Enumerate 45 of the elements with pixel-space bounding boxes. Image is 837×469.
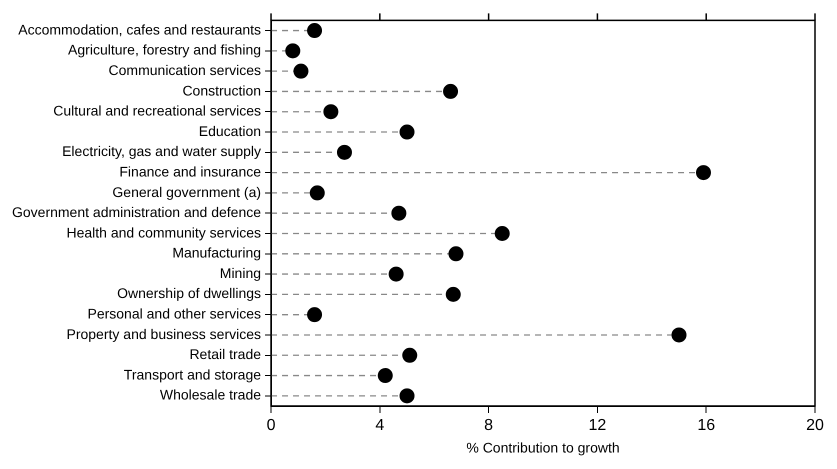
point: [388, 266, 404, 282]
point: [378, 368, 393, 384]
point: [307, 307, 322, 322]
x-tick-label: 16: [697, 417, 716, 434]
y-tick-label: Retail trade: [189, 346, 262, 362]
point: [293, 64, 308, 79]
y-tick-label: Health and community services: [66, 224, 262, 240]
x-axis-title: % Contribution to growth: [466, 439, 620, 456]
point: [310, 185, 325, 200]
point: [494, 226, 510, 241]
point: [443, 84, 458, 99]
point: [446, 286, 461, 302]
y-tick-label: Wholesale trade: [160, 386, 262, 403]
y-tick-label: Manufacturing: [172, 244, 262, 261]
point: [307, 23, 322, 38]
y-tick-label: Government administration and defence: [12, 204, 262, 220]
y-tick-label: Transport and storage: [124, 366, 262, 382]
y-tick-label: Electricity, gas and water supply: [62, 143, 262, 160]
point: [672, 327, 687, 342]
y-tick-label: General government (a): [112, 184, 262, 200]
y-tick-label: Cultural and recreational services: [53, 102, 262, 119]
y-tick-label: Finance and insurance: [119, 163, 262, 180]
x-tick-label: 20: [806, 417, 824, 434]
y-tick-label: Personal and other services: [87, 306, 262, 322]
x-tick-label: 12: [588, 417, 606, 434]
point: [391, 206, 406, 221]
y-tick-label: Construction: [182, 82, 262, 98]
point: [336, 144, 352, 160]
point: [696, 165, 711, 180]
point: [400, 388, 415, 404]
x-tick-label: 0: [266, 417, 276, 434]
point: [285, 43, 300, 58]
point: [323, 104, 338, 120]
x-tick-label: 8: [484, 417, 494, 434]
point: [400, 124, 415, 140]
y-tick-label: Ownership of dwellings: [117, 285, 262, 302]
point: [448, 246, 464, 262]
y-tick-label: Accommodation, cafes and restaurants: [18, 21, 262, 38]
x-tick-label: 4: [375, 417, 384, 434]
y-tick-label: Agriculture, forestry and fishing: [68, 42, 262, 58]
y-tick-label: Education: [198, 122, 262, 139]
y-tick-label: Communication services: [108, 62, 262, 78]
y-tick-label: Property and business services: [66, 326, 262, 342]
point: [402, 348, 418, 363]
y-tick-label: Mining: [220, 264, 262, 281]
